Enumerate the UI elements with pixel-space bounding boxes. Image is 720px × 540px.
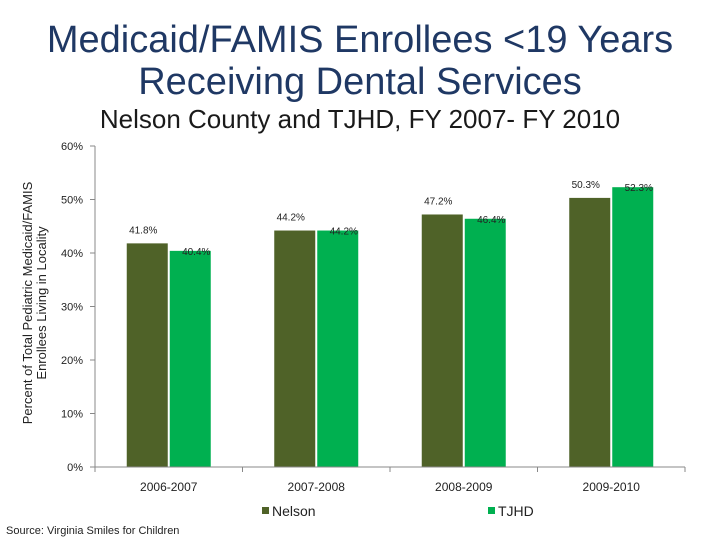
bar-nelson-2008-2009: [421, 214, 463, 467]
legend-swatch-nelson: [262, 507, 269, 514]
data-label: 44.2%: [277, 213, 305, 224]
data-label: 40.4%: [182, 247, 210, 258]
y-axis-title-line1: Percent of Total Pediatric Medicaid/FAMI…: [20, 181, 35, 424]
y-axis-title-line2: Enrollees Living in Locality: [34, 226, 49, 380]
bar-nelson-2007-2008: [274, 230, 316, 467]
y-tick-label: 20%: [61, 355, 83, 367]
y-tick-label: 50%: [61, 195, 83, 207]
x-category-label: 2006-2007: [140, 480, 198, 494]
bar-tjhd-2008-2009: [464, 218, 506, 467]
bar-tjhd-2009-2010: [612, 187, 654, 467]
y-tick-label: 30%: [61, 302, 83, 314]
data-label: 46.4%: [477, 215, 505, 226]
bar-tjhd-2007-2008: [317, 230, 359, 467]
bar-nelson-2009-2010: [569, 197, 611, 467]
bar-nelson-2006-2007: [126, 243, 168, 467]
y-tick-label: 40%: [61, 248, 83, 260]
y-axis-title: Percent of Total Pediatric Medicaid/FAMI…: [20, 181, 49, 424]
source-note: Source: Virginia Smiles for Children: [6, 525, 180, 537]
chart-title-line1: Medicaid/FAMIS Enrollees <19 Years: [46, 19, 674, 61]
data-label: 41.8%: [129, 225, 157, 236]
bar-tjhd-2006-2007: [169, 250, 211, 467]
x-category-label: 2008-2009: [435, 480, 493, 494]
x-category-label: 2009-2010: [583, 480, 641, 494]
x-category-label: 2007-2008: [288, 480, 346, 494]
legend-label-tjhd: TJHD: [498, 503, 534, 519]
y-tick-label: 0%: [67, 462, 83, 474]
y-tick-label: 60%: [61, 141, 83, 153]
data-label: 47.2%: [424, 196, 452, 207]
chart-title-line2: Receiving Dental Services: [138, 61, 582, 103]
legend-label-nelson: Nelson: [272, 503, 316, 519]
legend-swatch-tjhd: [488, 507, 495, 514]
y-tick-label: 10%: [61, 409, 83, 421]
data-label: 52.3%: [625, 183, 653, 194]
data-label: 44.2%: [330, 227, 358, 238]
data-label: 50.3%: [572, 180, 600, 191]
chart-subtitle: Nelson County and TJHD, FY 2007- FY 2010: [99, 104, 621, 134]
